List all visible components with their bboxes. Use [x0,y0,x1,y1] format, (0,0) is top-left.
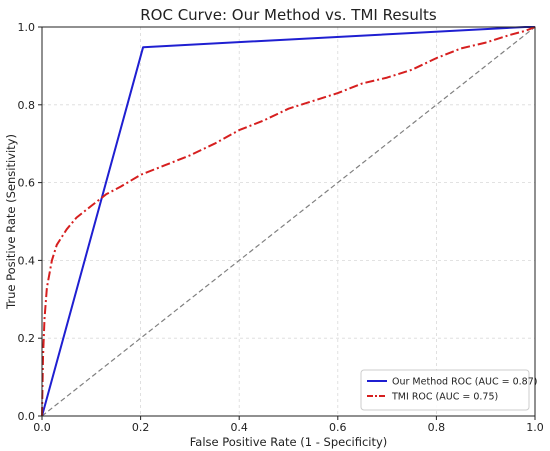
y-tick-label: 1.0 [18,21,36,34]
x-tick-label: 0.2 [132,421,150,434]
y-tick-label: 0.0 [18,410,36,423]
x-axis-label: False Positive Rate (1 - Specificity) [190,435,388,449]
y-tick-label: 0.8 [18,99,36,112]
y-tick-label: 0.6 [18,177,36,190]
x-tick-label: 1.0 [526,421,544,434]
x-tick-label: 0.0 [33,421,51,434]
x-tick-label: 0.4 [230,421,248,434]
reference-diagonal-line [41,26,536,417]
x-tick-label: 0.6 [329,421,347,434]
legend-label: TMI ROC (AUC = 0.75) [391,392,498,403]
legend: Our Method ROC (AUC = 0.87) TMI ROC (AUC … [360,369,537,411]
axis-ticks: 0.0 0.2 0.4 0.6 0.8 1.0 0.0 0.2 0.4 0.6 0.8 1.0 [18,21,544,434]
chart-title: ROC Curve: Our Method vs. TMI Results [140,6,437,24]
legend-label: Our Method ROC (AUC = 0.87) [392,377,537,388]
y-axis-label: True Positive Rate (Sensitivity) [4,134,18,310]
legend-box [360,369,530,411]
y-tick-label: 0.2 [18,332,36,345]
series-line [41,26,536,417]
plot-frame [41,26,536,417]
x-tick-label: 0.8 [428,421,446,434]
y-tick-label: 0.4 [18,254,36,267]
